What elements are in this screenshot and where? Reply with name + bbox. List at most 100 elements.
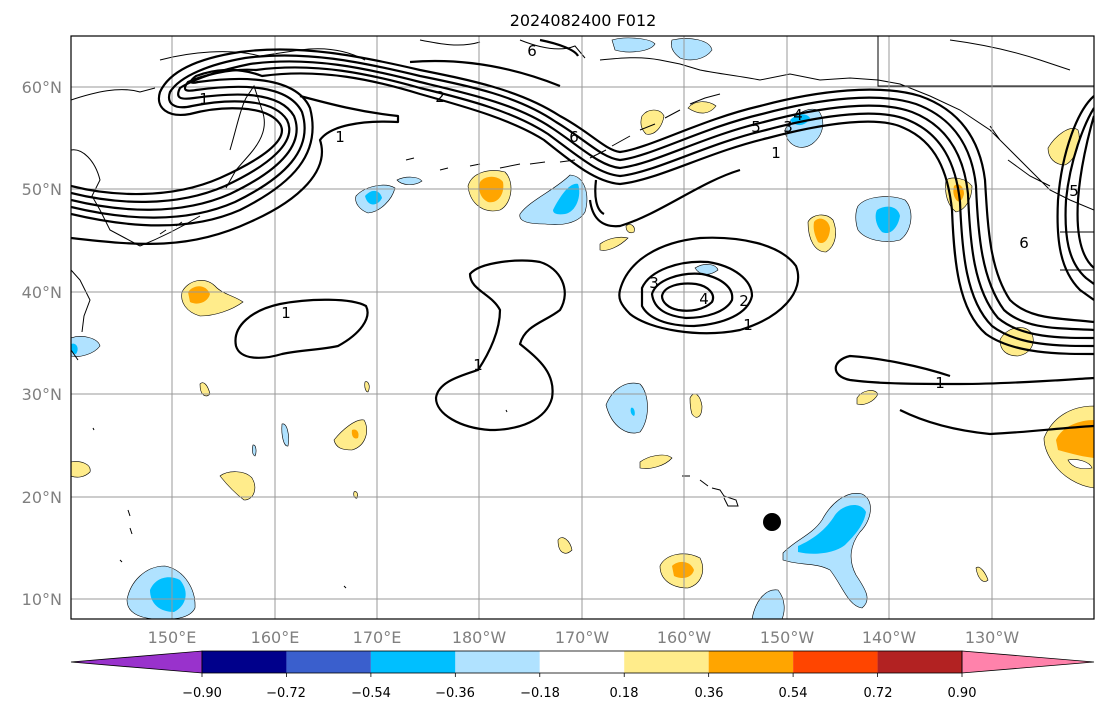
contour-line <box>71 54 1094 332</box>
lat-label: 30°N <box>22 385 62 404</box>
colorbar-tick-label: 0.18 <box>610 686 639 701</box>
lon-label: 140°W <box>862 628 917 647</box>
pos-anomaly-core <box>479 176 504 203</box>
colorbar-segment <box>624 651 709 673</box>
contour-line <box>71 66 1094 348</box>
contour-labels: 6 2 1 1 6 5 4 3 1 1 4 3 2 1 1 1 5 6 <box>199 42 1079 392</box>
contour-label: 1 <box>199 90 209 108</box>
neg-anomaly-patch <box>611 37 656 53</box>
colorbar-tick-label: 0.72 <box>864 686 893 701</box>
contour-line <box>71 60 1094 340</box>
neg-anomaly-core <box>630 407 635 416</box>
colorbar-extend-low <box>70 650 203 674</box>
pos-anomaly-core <box>351 429 359 439</box>
colorbar: −0.90 −0.72 −0.54 −0.36 −0.18 0.18 0.36 … <box>70 650 1095 701</box>
colorbar-segment <box>793 651 878 673</box>
hawaii-islands <box>682 475 739 507</box>
neg-anomaly-core <box>875 206 900 234</box>
neg-anomaly-patch <box>281 423 289 447</box>
pos-anomaly-patch <box>599 236 629 251</box>
contour-line <box>71 59 561 245</box>
pos-anomaly-core <box>1056 420 1094 458</box>
contour-label: 1 <box>935 374 945 392</box>
contour-label: 3 <box>783 118 793 136</box>
lon-label: 180°W <box>452 628 507 647</box>
contour-label: 1 <box>281 304 291 322</box>
contour-label: 6 <box>1019 234 1029 252</box>
colorbar-segment <box>539 651 625 673</box>
neg-anomaly-patch <box>252 444 257 457</box>
colorbar-tick-label: −0.36 <box>435 686 475 701</box>
contour-line <box>640 260 754 328</box>
contour-line <box>588 168 741 228</box>
pos-anomaly-core <box>813 218 830 244</box>
lon-axis: 150°E 160°E 170°E 180°W 170°W 160°W 150°… <box>148 628 1020 647</box>
contour-label: 4 <box>793 106 803 124</box>
contour-label: 5 <box>1069 182 1079 200</box>
contour-label: 1 <box>473 356 483 374</box>
contour-line <box>834 354 1094 436</box>
colorbar-tick-label: −0.18 <box>520 686 560 701</box>
colorbar-tick-label: −0.54 <box>351 686 391 701</box>
contour-line <box>539 38 579 57</box>
pos-anomaly-patch <box>364 381 370 393</box>
pos-anomaly-patch <box>687 101 717 114</box>
neg-anomaly-core <box>798 504 866 554</box>
lon-label: 150°W <box>760 628 815 647</box>
shaded-anomalies <box>71 37 1094 619</box>
pos-anomaly-core <box>1067 459 1093 470</box>
lat-label: 10°N <box>22 590 62 609</box>
neg-anomaly-core <box>553 183 580 215</box>
pos-anomaly-patch <box>219 471 256 501</box>
lon-label: 130°W <box>965 628 1020 647</box>
colorbar-tick-label: 0.36 <box>695 686 724 701</box>
contour-line <box>660 282 715 312</box>
colorbar-segment <box>877 651 962 673</box>
colorbar-segment <box>708 651 794 673</box>
contour-label: 5 <box>751 118 761 136</box>
colorbar-extend-high <box>961 650 1095 674</box>
small-islands <box>92 409 508 589</box>
colorbar-tick-label: 0.54 <box>779 686 808 701</box>
colorbar-segment <box>286 651 371 673</box>
lat-axis: 60°N 50°N 40°N 30°N 20°N 10°N <box>22 78 62 609</box>
contour-label: 2 <box>739 292 749 310</box>
contour-label: 6 <box>527 42 537 60</box>
neg-anomaly-core <box>71 343 78 354</box>
pos-anomaly-patch <box>625 224 635 234</box>
colorbar-tick-label: −0.90 <box>182 686 222 701</box>
neg-anomaly-patch <box>605 382 648 434</box>
contour-line <box>1064 107 1094 285</box>
contour-label: 3 <box>649 274 659 292</box>
lat-label: 40°N <box>22 283 62 302</box>
contour-line <box>1056 95 1094 301</box>
pos-anomaly-patch <box>557 537 573 554</box>
pos-anomaly-patch <box>333 419 367 451</box>
contour-label: 1 <box>743 316 753 334</box>
pos-anomaly-patch <box>71 461 91 478</box>
neg-anomaly-patch <box>751 589 785 619</box>
pos-anomaly-patch <box>639 454 673 469</box>
alaska-coast <box>419 36 1094 271</box>
lon-label: 150°E <box>148 628 197 647</box>
contour-label: 2 <box>435 88 445 106</box>
colorbar-tick-labels: −0.90 −0.72 −0.54 −0.36 −0.18 0.18 0.36 … <box>182 686 976 701</box>
contour-line <box>650 272 734 320</box>
colorbar-segment <box>370 651 456 673</box>
colorbar-segment <box>202 651 287 673</box>
contour-line <box>618 236 800 335</box>
contour-line <box>434 259 566 432</box>
contour-line <box>1076 115 1094 269</box>
lon-label: 170°W <box>555 628 610 647</box>
pos-anomaly-patch <box>640 109 665 135</box>
contour-label: 1 <box>335 128 345 146</box>
neg-anomaly-patch <box>71 336 101 357</box>
colorbar-segments <box>70 650 1095 674</box>
pos-anomaly-patch <box>975 566 989 582</box>
contour-line <box>71 48 1094 324</box>
colorbar-segment <box>455 651 540 673</box>
map-title: 2024082400 F012 <box>510 11 657 30</box>
lat-label: 50°N <box>22 180 62 199</box>
map-area: 6 2 1 1 6 5 4 3 1 1 4 3 2 1 1 1 5 6 <box>71 36 1094 619</box>
